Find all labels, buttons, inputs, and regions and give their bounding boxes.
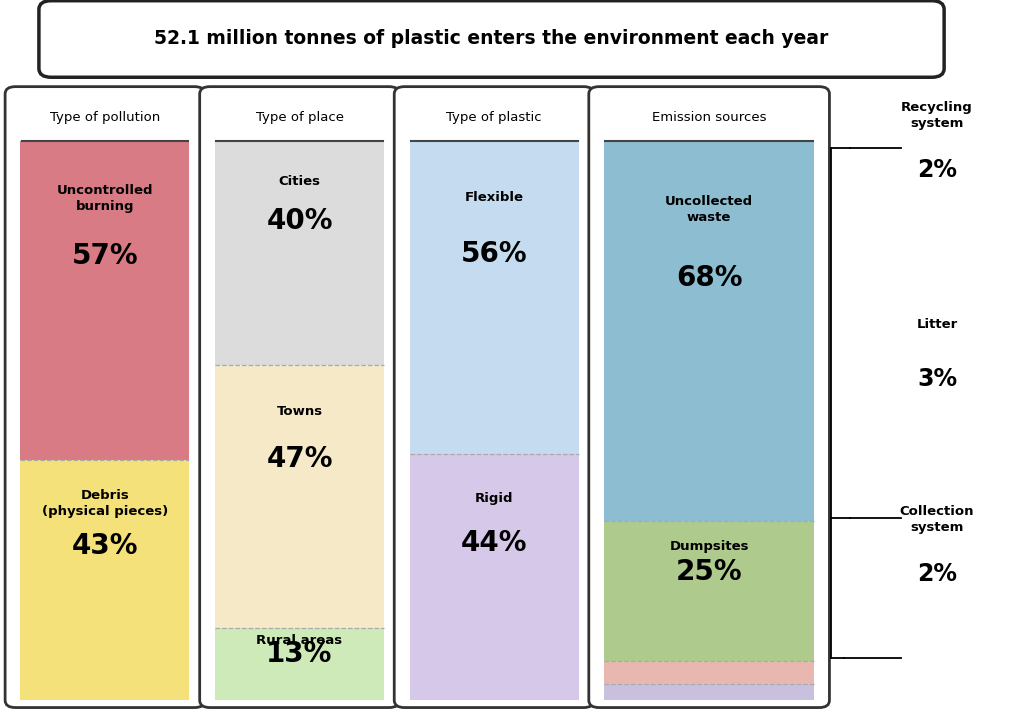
Text: 40%: 40% (266, 207, 333, 235)
Bar (215, 141, 384, 365)
Bar (20, 141, 189, 460)
FancyBboxPatch shape (200, 87, 399, 708)
Text: Type of place: Type of place (256, 110, 343, 124)
Text: 3%: 3% (916, 367, 957, 391)
Text: 13%: 13% (266, 640, 333, 668)
FancyBboxPatch shape (39, 1, 944, 77)
Text: 47%: 47% (266, 445, 333, 474)
Text: 2%: 2% (916, 157, 957, 182)
FancyBboxPatch shape (5, 87, 205, 708)
Text: 57%: 57% (72, 242, 138, 269)
Text: Type of pollution: Type of pollution (50, 110, 160, 124)
Bar (604, 521, 814, 661)
Text: Uncontrolled
burning: Uncontrolled burning (56, 183, 154, 213)
Text: 52.1 million tonnes of plastic enters the environment each year: 52.1 million tonnes of plastic enters th… (155, 30, 828, 48)
Text: Rural areas: Rural areas (256, 634, 343, 647)
Bar (20, 460, 189, 700)
Bar (410, 454, 579, 700)
Bar (604, 661, 814, 684)
Bar (604, 141, 814, 521)
Text: Emission sources: Emission sources (652, 110, 766, 124)
Bar (604, 684, 814, 700)
Text: Collection
system: Collection system (900, 505, 974, 534)
Bar (215, 627, 384, 700)
Text: 56%: 56% (461, 240, 527, 268)
FancyBboxPatch shape (589, 87, 829, 708)
Text: Debris
(physical pieces): Debris (physical pieces) (42, 489, 168, 518)
FancyBboxPatch shape (394, 87, 594, 708)
Text: Uncollected
waste: Uncollected waste (665, 195, 754, 224)
Text: 2%: 2% (916, 562, 957, 586)
Bar (215, 365, 384, 627)
Text: Type of plastic: Type of plastic (446, 110, 542, 124)
Text: Cities: Cities (279, 175, 321, 188)
Text: 68%: 68% (676, 264, 742, 292)
Text: 44%: 44% (461, 529, 527, 557)
Text: 25%: 25% (676, 557, 742, 586)
Text: Rigid: Rigid (475, 492, 513, 505)
Text: Towns: Towns (276, 406, 323, 419)
Text: Litter: Litter (916, 318, 957, 331)
Text: 43%: 43% (72, 532, 138, 560)
Text: Recycling
system: Recycling system (901, 101, 973, 130)
Text: Flexible: Flexible (465, 191, 523, 204)
Bar (410, 141, 579, 454)
Text: Dumpsites: Dumpsites (670, 540, 749, 553)
